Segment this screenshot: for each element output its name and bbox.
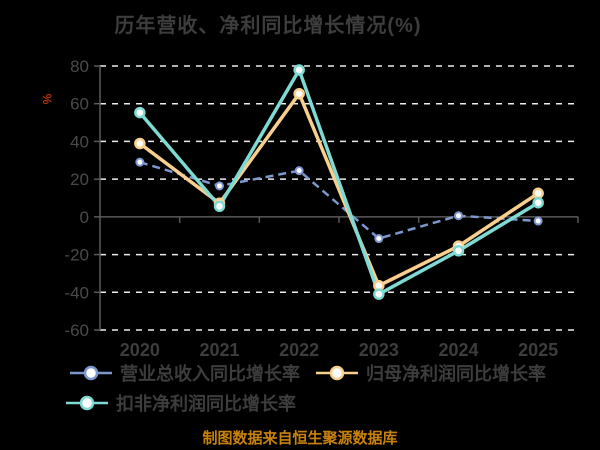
data-point-s2-2023[interactable] bbox=[373, 288, 385, 300]
series-line-0 bbox=[139, 160, 539, 240]
data-point-s2-2024[interactable] bbox=[452, 245, 465, 257]
y-tick-label: -40 bbox=[64, 283, 89, 302]
data-point-s0-2022[interactable] bbox=[294, 166, 304, 176]
data-point-s0-2023[interactable] bbox=[374, 234, 384, 244]
data-source-footer: 制图数据来自恒生聚源数据库 bbox=[202, 430, 398, 447]
data-point-s2-2020[interactable] bbox=[134, 106, 146, 119]
y-tick-label: -60 bbox=[64, 321, 89, 340]
legend-row-1: 营业总收入同比增长率 归母净利润同比增长率 bbox=[70, 360, 546, 386]
series-line-2 bbox=[138, 65, 540, 297]
legend-item-0[interactable]: 营业总收入同比增长率 bbox=[70, 360, 300, 386]
series-line-1 bbox=[138, 90, 540, 289]
legend-label: 营业总收入同比增长率 bbox=[120, 364, 300, 384]
y-tick-label: 0 bbox=[80, 208, 89, 227]
data-point-s0-2020[interactable] bbox=[135, 157, 145, 167]
x-tick-label: 2022 bbox=[279, 340, 319, 360]
y-tick-label: -20 bbox=[64, 246, 89, 265]
data-point-s0-2024[interactable] bbox=[454, 211, 463, 221]
data-point-s0-2021[interactable] bbox=[215, 181, 224, 191]
legend-label: 扣非净利润同比增长率 bbox=[116, 394, 296, 414]
chart-title: 历年营收、净利同比增长情况(%) bbox=[114, 15, 422, 37]
y-tick-label: 60 bbox=[70, 95, 89, 114]
data-point-s1-2022[interactable] bbox=[293, 87, 305, 100]
x-tick-label: 2021 bbox=[199, 340, 239, 360]
data-point-s1-2020[interactable] bbox=[134, 137, 146, 150]
data-point-s2-2025[interactable] bbox=[532, 196, 544, 209]
data-point-s0-2025[interactable] bbox=[533, 216, 543, 226]
legend-label: 归母净利润同比增长率 bbox=[366, 364, 546, 384]
legend-line-marker-icon bbox=[70, 365, 112, 381]
data-point-s2-2021[interactable] bbox=[213, 200, 226, 213]
y-tick-label: 40 bbox=[70, 132, 89, 151]
legend-line-marker-icon bbox=[66, 395, 108, 411]
legend-item-2[interactable]: 扣非净利润同比增长率 bbox=[66, 390, 296, 416]
x-tick-label: 2024 bbox=[438, 340, 478, 360]
x-tick-label: 2020 bbox=[120, 340, 160, 360]
y-tick-label: 80 bbox=[70, 57, 89, 76]
x-tick-label: 2023 bbox=[359, 340, 399, 360]
y-tick-label: 20 bbox=[70, 170, 89, 189]
legend-row-2: 扣非净利润同比增长率 bbox=[66, 390, 296, 416]
legend-item-1[interactable]: 归母净利润同比增长率 bbox=[316, 360, 546, 386]
data-point-s2-2022[interactable] bbox=[293, 64, 305, 76]
x-tick-label: 2025 bbox=[518, 340, 558, 360]
data-point-s1-2025[interactable] bbox=[532, 187, 544, 200]
legend-line-marker-icon bbox=[316, 365, 358, 381]
